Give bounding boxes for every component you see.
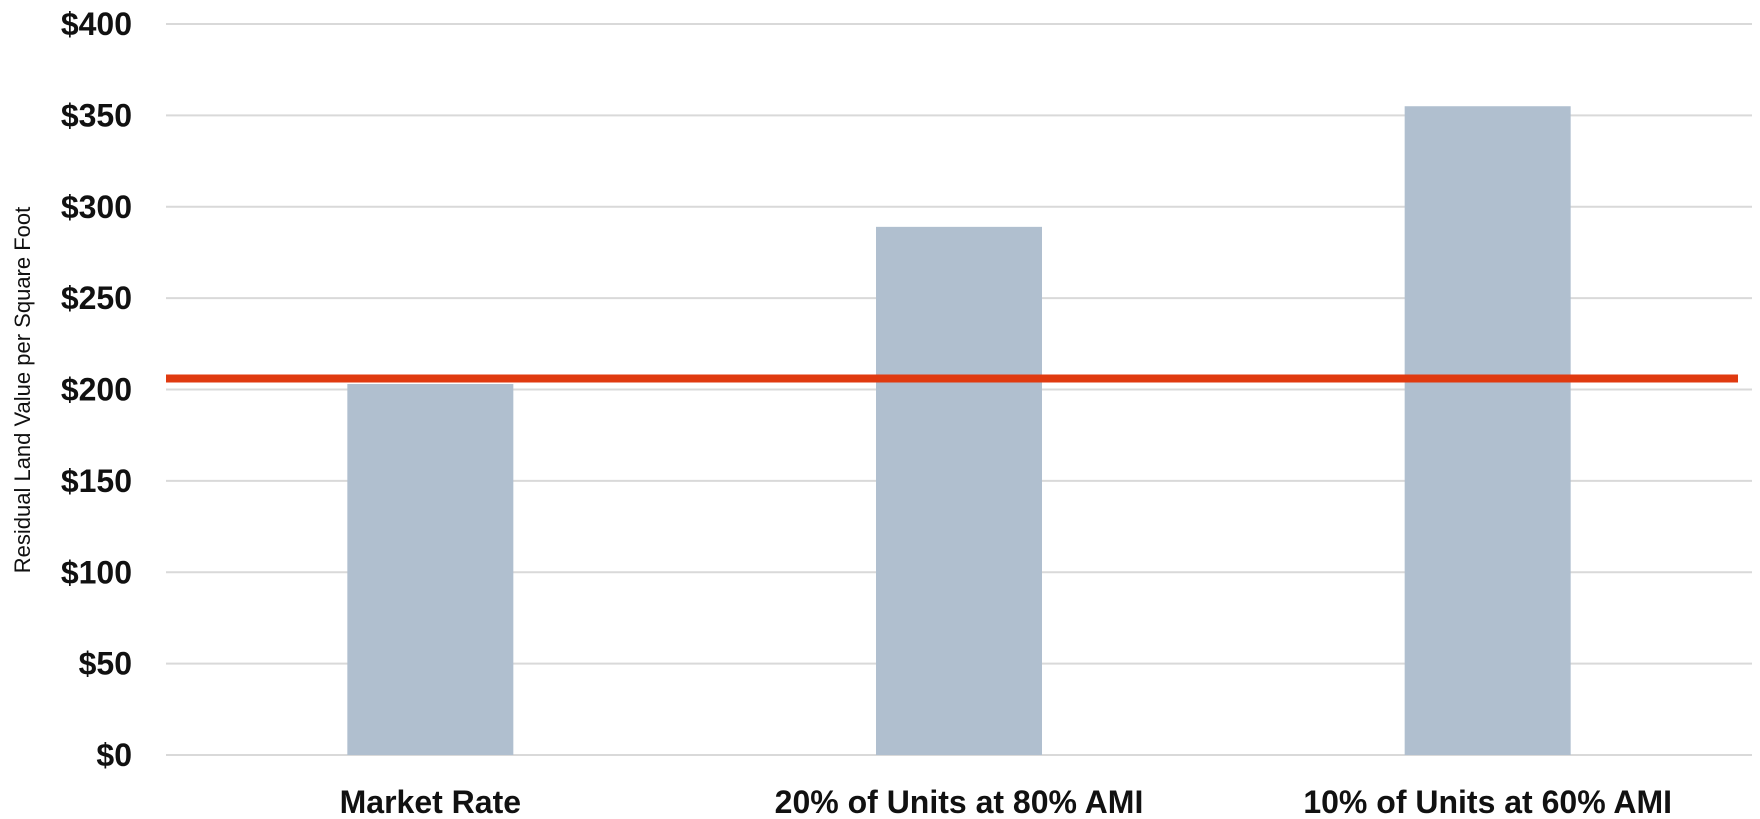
y-tick-label: $200 [61, 372, 132, 408]
bar [347, 384, 514, 755]
bar [876, 226, 1042, 756]
y-axis-label: Residual Land Value per Square Foot [10, 207, 35, 574]
y-tick-label: $350 [61, 97, 132, 133]
x-tick-label: Market Rate [340, 784, 521, 819]
y-tick-label: $300 [61, 189, 132, 225]
x-tick-label: 10% of Units at 60% AMI [1303, 784, 1672, 819]
x-tick-label: 20% of Units at 80% AMI [775, 784, 1144, 819]
x-axis-ticks: Market Rate 20% of Units at 80% AMI 10% of… [340, 784, 1672, 819]
y-tick-label: $0 [96, 737, 132, 773]
y-tick-label: $250 [61, 280, 132, 316]
bar [1404, 106, 1571, 756]
y-tick-label: $50 [79, 646, 132, 682]
y-axis-ticks: $0 $50 $100 $150 $200 $250 $300 $350 $400 [61, 6, 132, 773]
y-tick-label: $400 [61, 6, 132, 42]
y-tick-label: $100 [61, 554, 132, 590]
bars [347, 106, 1571, 756]
y-tick-label: $150 [61, 463, 132, 499]
